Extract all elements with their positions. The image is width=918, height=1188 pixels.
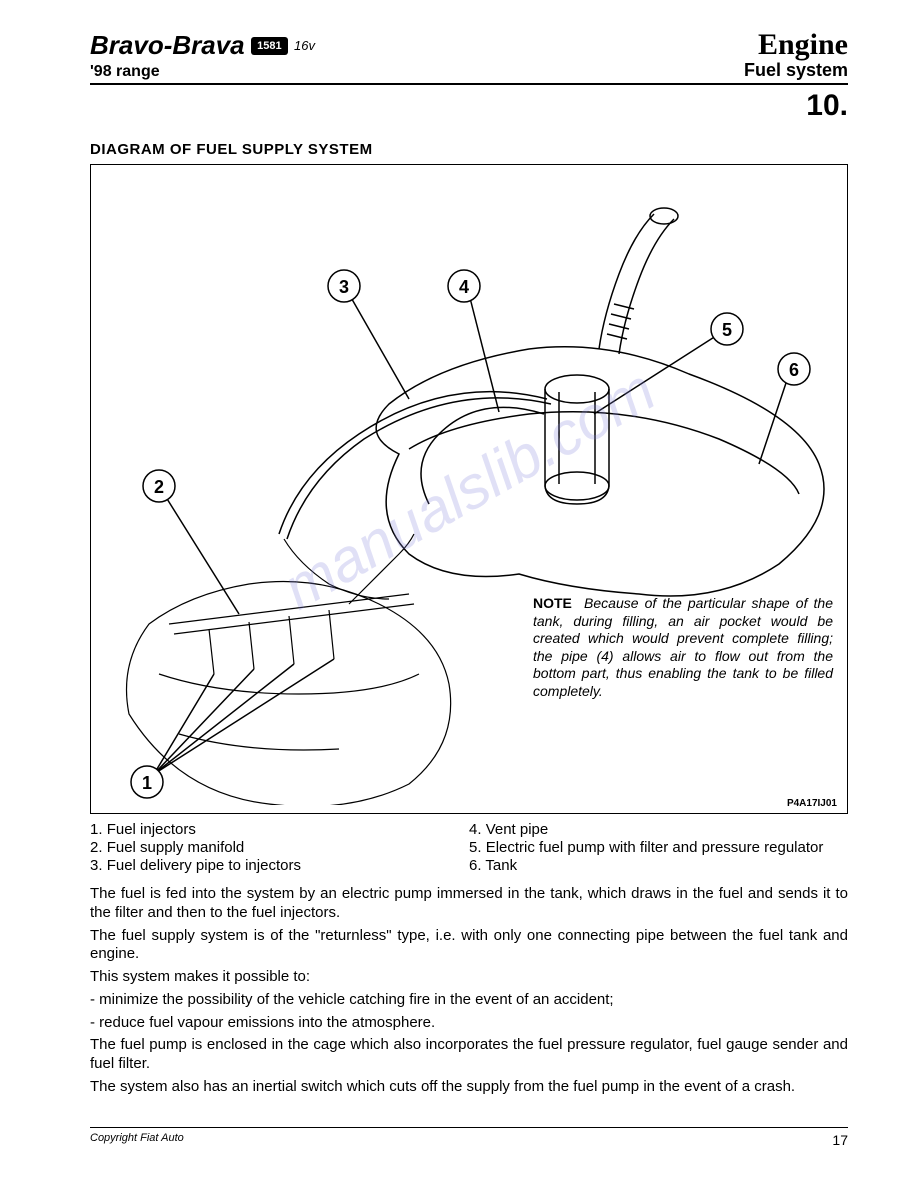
subsystem-label: Fuel system	[744, 60, 848, 81]
copyright: Copyright Fiat Auto	[90, 1132, 184, 1148]
bullet-item: - reduce fuel vapour emissions into the …	[90, 1014, 848, 1033]
callout-6: 6	[789, 360, 799, 380]
legend: 1. Fuel injectors 2. Fuel supply manifol…	[90, 820, 848, 875]
note-text: Because of the particular shape of the t…	[533, 595, 833, 699]
callout-2: 2	[154, 477, 164, 497]
legend-item: 1. Fuel injectors	[90, 821, 469, 838]
body-text: The fuel is fed into the system by an el…	[90, 885, 848, 1097]
callout-1: 1	[142, 773, 152, 793]
legend-item: 2. Fuel supply manifold	[90, 839, 469, 856]
paragraph: The fuel is fed into the system by an el…	[90, 885, 848, 923]
page-header: Bravo-Brava 1581 16v '98 range Engine Fu…	[90, 30, 848, 85]
page-number: 17	[832, 1132, 848, 1148]
page-footer: Copyright Fiat Auto 17	[90, 1127, 848, 1148]
section-title: DIAGRAM OF FUEL SUPPLY SYSTEM	[90, 141, 848, 158]
valve-label: 16v	[294, 38, 315, 53]
engine-title: Engine	[744, 30, 848, 60]
engine-badge: 1581	[251, 37, 287, 55]
model-name: Bravo-Brava	[90, 30, 245, 61]
paragraph: The system also has an inertial switch w…	[90, 1078, 848, 1097]
callout-4: 4	[459, 277, 469, 297]
legend-item: 3. Fuel delivery pipe to injectors	[90, 857, 469, 874]
callout-3: 3	[339, 277, 349, 297]
fuel-system-diagram: 1 2 3 4 5 6	[99, 173, 839, 805]
diagram-id: P4A17IJ01	[787, 798, 837, 809]
diagram-note: NOTE Because of the particular shape of …	[533, 595, 833, 700]
section-number: 10.	[90, 89, 848, 123]
paragraph: This system makes it possible to:	[90, 968, 848, 987]
range-label: '98 range	[90, 63, 315, 81]
note-label: NOTE	[533, 595, 572, 611]
paragraph: The fuel pump is enclosed in the cage wh…	[90, 1036, 848, 1074]
diagram-figure: manualslib.com	[90, 164, 848, 814]
bullet-item: - minimize the possibility of the vehicl…	[90, 991, 848, 1010]
legend-item: 5. Electric fuel pump with filter and pr…	[469, 839, 848, 856]
paragraph: The fuel supply system is of the "return…	[90, 927, 848, 965]
legend-item: 4. Vent pipe	[469, 821, 848, 838]
legend-item: 6. Tank	[469, 857, 848, 874]
callout-5: 5	[722, 320, 732, 340]
